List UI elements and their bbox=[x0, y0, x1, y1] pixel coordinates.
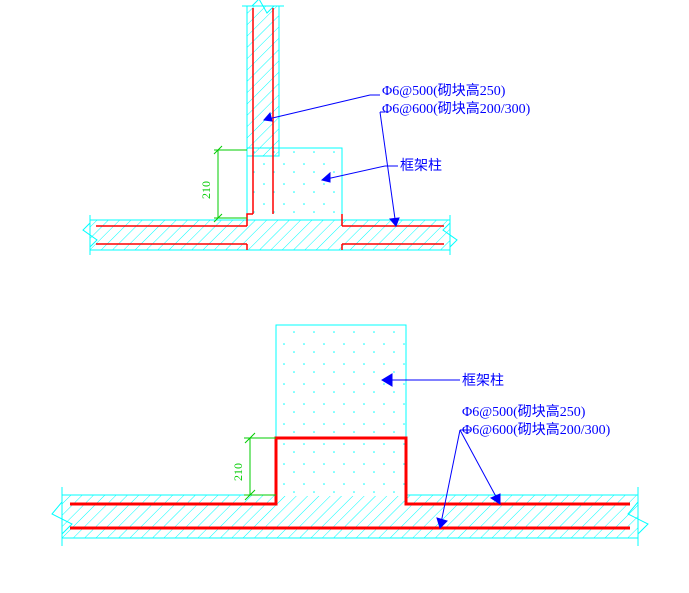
top-column bbox=[247, 148, 342, 220]
bottom-dim bbox=[244, 433, 276, 500]
bottom-spec1: Φ6@500(砌块高250) bbox=[462, 403, 586, 420]
bottom-detail: 210 框架柱 Φ6@500(砌块高250) Φ6@600(砌块高200/300… bbox=[52, 325, 648, 546]
bottom-dim-text: 210 bbox=[231, 463, 245, 481]
bottom-column bbox=[276, 325, 406, 495]
top-spec2: Φ6@600(砌块高200/300) bbox=[382, 100, 531, 117]
top-column-label: 框架柱 bbox=[400, 158, 442, 174]
bottom-wall bbox=[62, 495, 638, 538]
top-detail: 210 Φ6@500(砌块高250) Φ6@600(砌块高200/300) 框架… bbox=[83, 0, 531, 255]
top-dim-text: 210 bbox=[199, 181, 213, 199]
top-spec1: Φ6@500(砌块高250) bbox=[382, 82, 506, 99]
top-dim bbox=[214, 146, 247, 222]
top-wall-stem bbox=[247, 6, 279, 156]
bottom-column-label: 框架柱 bbox=[462, 373, 504, 389]
bottom-spec2: Φ6@600(砌块高200/300) bbox=[462, 421, 611, 438]
